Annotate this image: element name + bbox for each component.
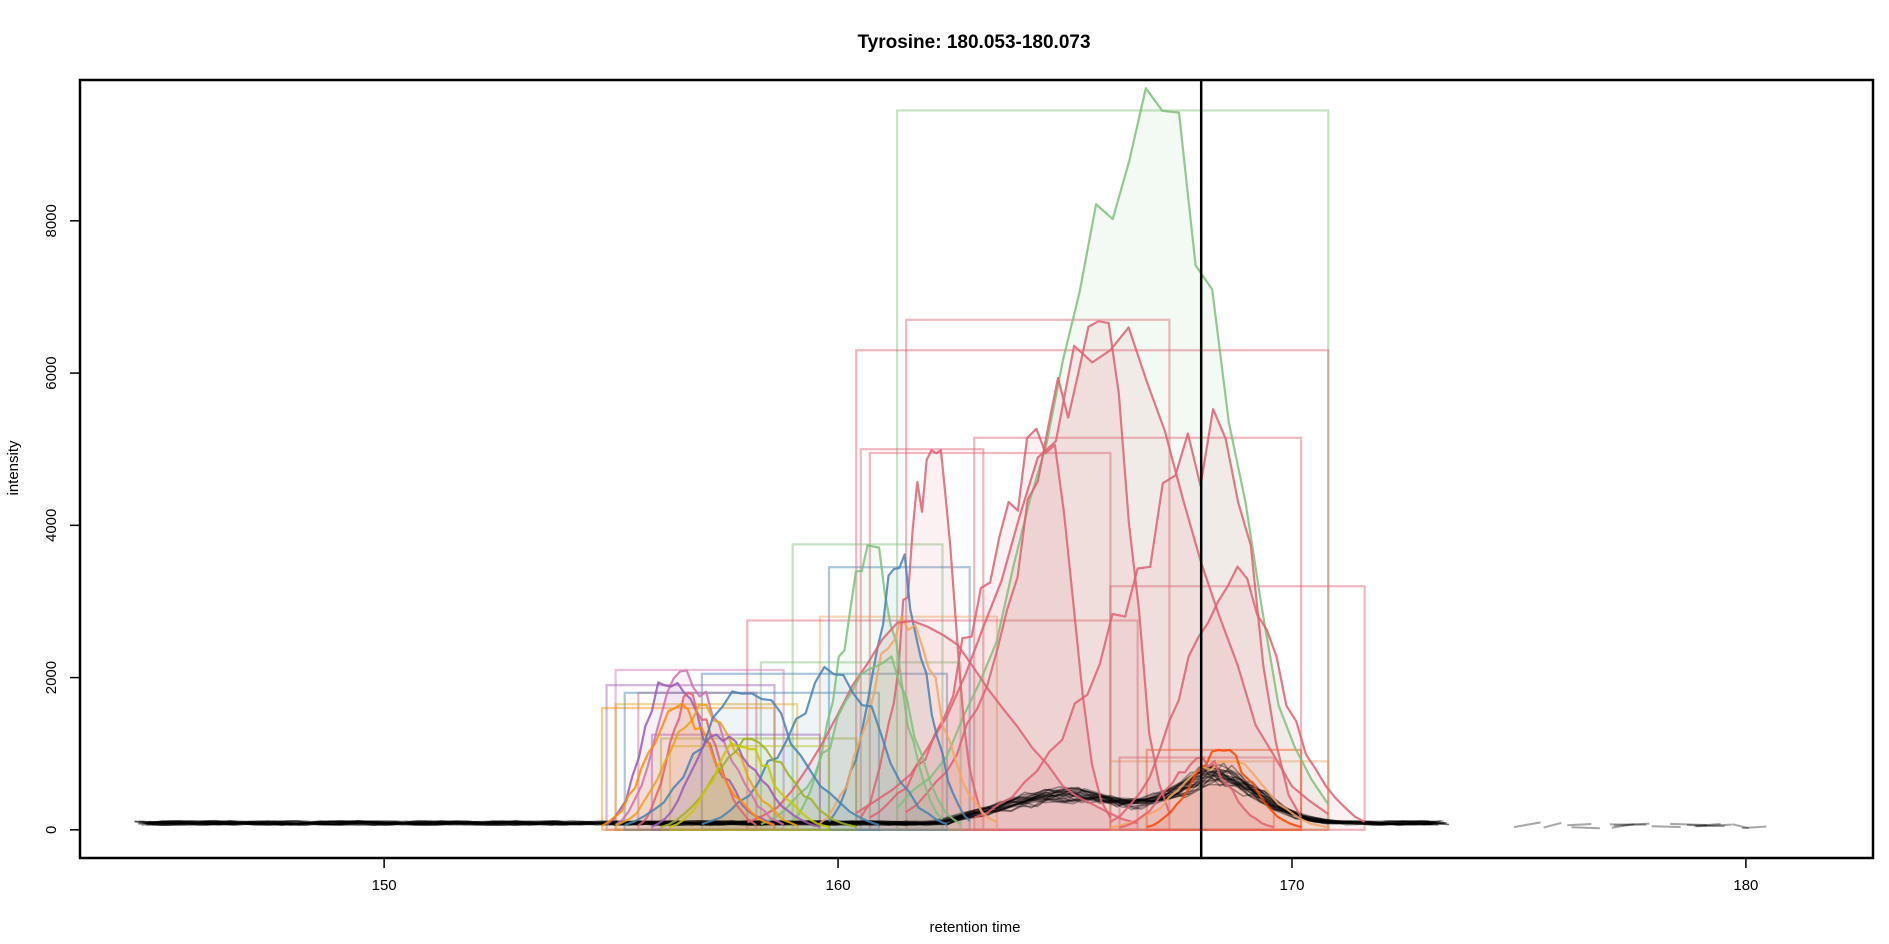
peak-fill [792, 545, 943, 830]
peak-box [600, 706, 776, 831]
peak-fill [856, 327, 1329, 830]
x-tick-label: 170 [1279, 877, 1304, 894]
peak-fill [624, 691, 879, 830]
peak-box [746, 619, 1139, 831]
peak-traces [601, 87, 1366, 829]
peak-fill [1119, 757, 1274, 830]
noise-trace [142, 765, 1445, 827]
peak-fill [701, 667, 947, 830]
peak-box [973, 436, 1303, 831]
noise-trace [148, 766, 1435, 827]
peak-trace [614, 669, 785, 826]
peak-fill [661, 738, 857, 830]
peak-trace [973, 408, 1303, 819]
y-tick-label: 8000 [43, 204, 60, 237]
peak-box [855, 349, 1330, 831]
noise-trace [144, 761, 1434, 827]
noise-trace [138, 764, 1443, 827]
peak-box [895, 109, 1330, 831]
y-tick-label: 4000 [43, 509, 60, 542]
peak-box [818, 615, 999, 831]
x-axis: 150 160 170 180 [372, 858, 1758, 894]
peak-fill [615, 704, 798, 830]
noise-trace [139, 766, 1442, 827]
peak-trace [1109, 565, 1366, 824]
peak-trace [605, 681, 775, 826]
noise-trace [1613, 822, 1650, 827]
x-tick-label: 160 [826, 877, 851, 894]
peak-trace [905, 320, 1171, 814]
peak-fill [1146, 750, 1302, 830]
noise-trace [144, 769, 1438, 827]
peak-fill [906, 321, 1170, 830]
x-tick-label: 180 [1733, 877, 1758, 894]
peak-trace [624, 690, 880, 826]
peak-trace [896, 87, 1330, 809]
peak-trace [869, 427, 1112, 819]
peak-trace [859, 449, 985, 819]
noise-trace [149, 763, 1439, 827]
peak-box [868, 451, 1112, 831]
noise-trace [146, 766, 1449, 827]
peak-fill [860, 450, 984, 830]
peak-trace [660, 737, 857, 829]
peak-box [669, 744, 831, 831]
peak-box [605, 684, 776, 831]
peak-trace [601, 702, 775, 827]
noise-trace [1571, 826, 1600, 830]
peak-trace [819, 615, 998, 825]
peak-fill [829, 554, 970, 830]
peak-trace [651, 733, 821, 828]
noise-trace [1670, 822, 1707, 826]
peak-fill [670, 742, 829, 830]
peak-trace [1110, 760, 1329, 829]
peak-box [859, 448, 985, 831]
peak-trace [746, 619, 1138, 825]
noise-trace [138, 770, 1430, 827]
y-tick-label: 0 [43, 826, 60, 834]
peak-box [614, 668, 785, 831]
noise-trace [145, 771, 1447, 827]
noise-trace [1741, 825, 1767, 830]
peak-fill [869, 428, 1111, 830]
x-tick-label: 150 [372, 877, 397, 894]
x-axis-label: retention time [930, 919, 1021, 936]
noise-trace [1611, 823, 1635, 829]
noise-trace [1732, 823, 1749, 830]
peak-trace [669, 741, 830, 828]
noise-trace [1696, 823, 1732, 828]
noise-trace [1567, 823, 1592, 827]
peak-fill [897, 88, 1329, 830]
peak-trace [701, 665, 948, 826]
peak-fill [1110, 566, 1365, 830]
noise-trace [151, 765, 1439, 826]
noise-trace [1686, 823, 1725, 828]
peak-trace [1119, 756, 1275, 829]
peak-trace [760, 655, 962, 826]
noise-trace [147, 783, 1429, 827]
noise-trace [1651, 825, 1681, 828]
peak-trace [615, 703, 798, 827]
y-tick-label: 6000 [43, 356, 60, 389]
y-axis-label: intensity [5, 440, 22, 496]
peak-trace [1146, 748, 1302, 829]
y-axis: 0 2000 4000 6000 8000 [43, 204, 80, 834]
noise-trace [1543, 821, 1562, 829]
peak-fill [974, 409, 1302, 830]
peak-box [1109, 585, 1366, 831]
peak-trace [637, 691, 757, 827]
plot-frame [78, 78, 1875, 860]
noise-trace [1513, 821, 1541, 829]
y-tick-label: 2000 [43, 661, 60, 694]
peak-box [650, 733, 821, 831]
noise-trace [1694, 822, 1721, 828]
chart-title: Tyrosine: 180.053-180.073 [857, 32, 1090, 53]
